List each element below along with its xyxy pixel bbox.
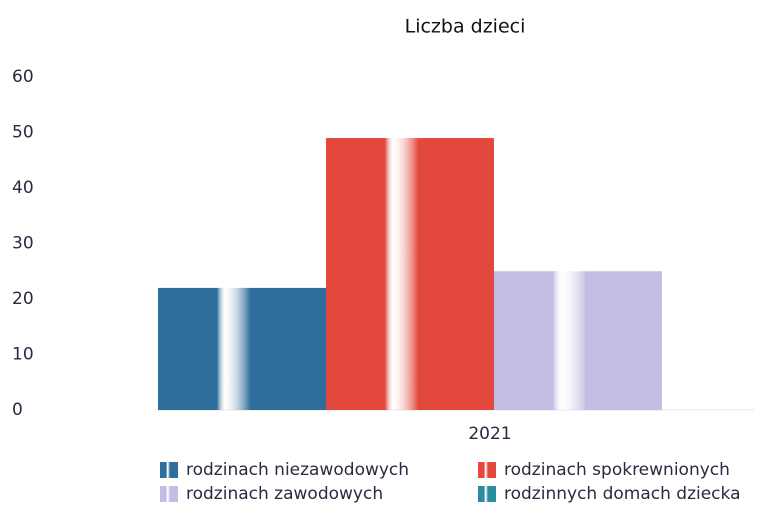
y-tick-label: 0 bbox=[12, 400, 23, 420]
x-tick-label: 2021 bbox=[468, 424, 511, 444]
chart-title: Liczba dzieci bbox=[405, 16, 526, 38]
y-tick-label: 60 bbox=[12, 67, 34, 87]
legend-swatch bbox=[160, 486, 178, 502]
legend-label: rodzinnych domach dziecka bbox=[504, 484, 741, 504]
bar bbox=[494, 271, 662, 410]
bar bbox=[326, 138, 494, 411]
legend-swatch bbox=[478, 486, 496, 502]
legend-label: rodzinach spokrewnionych bbox=[504, 460, 730, 480]
y-tick-label: 20 bbox=[12, 289, 34, 309]
legend-label: rodzinach niezawodowych bbox=[186, 460, 409, 480]
legend-swatch bbox=[478, 462, 496, 478]
bar bbox=[158, 287, 326, 410]
y-tick-label: 40 bbox=[12, 178, 34, 198]
legend-label: rodzinach zawodowych bbox=[186, 484, 383, 504]
legend-swatch bbox=[160, 462, 178, 478]
y-tick-label: 30 bbox=[12, 234, 34, 254]
y-tick-label: 10 bbox=[12, 345, 34, 365]
y-tick-label: 50 bbox=[12, 123, 34, 143]
